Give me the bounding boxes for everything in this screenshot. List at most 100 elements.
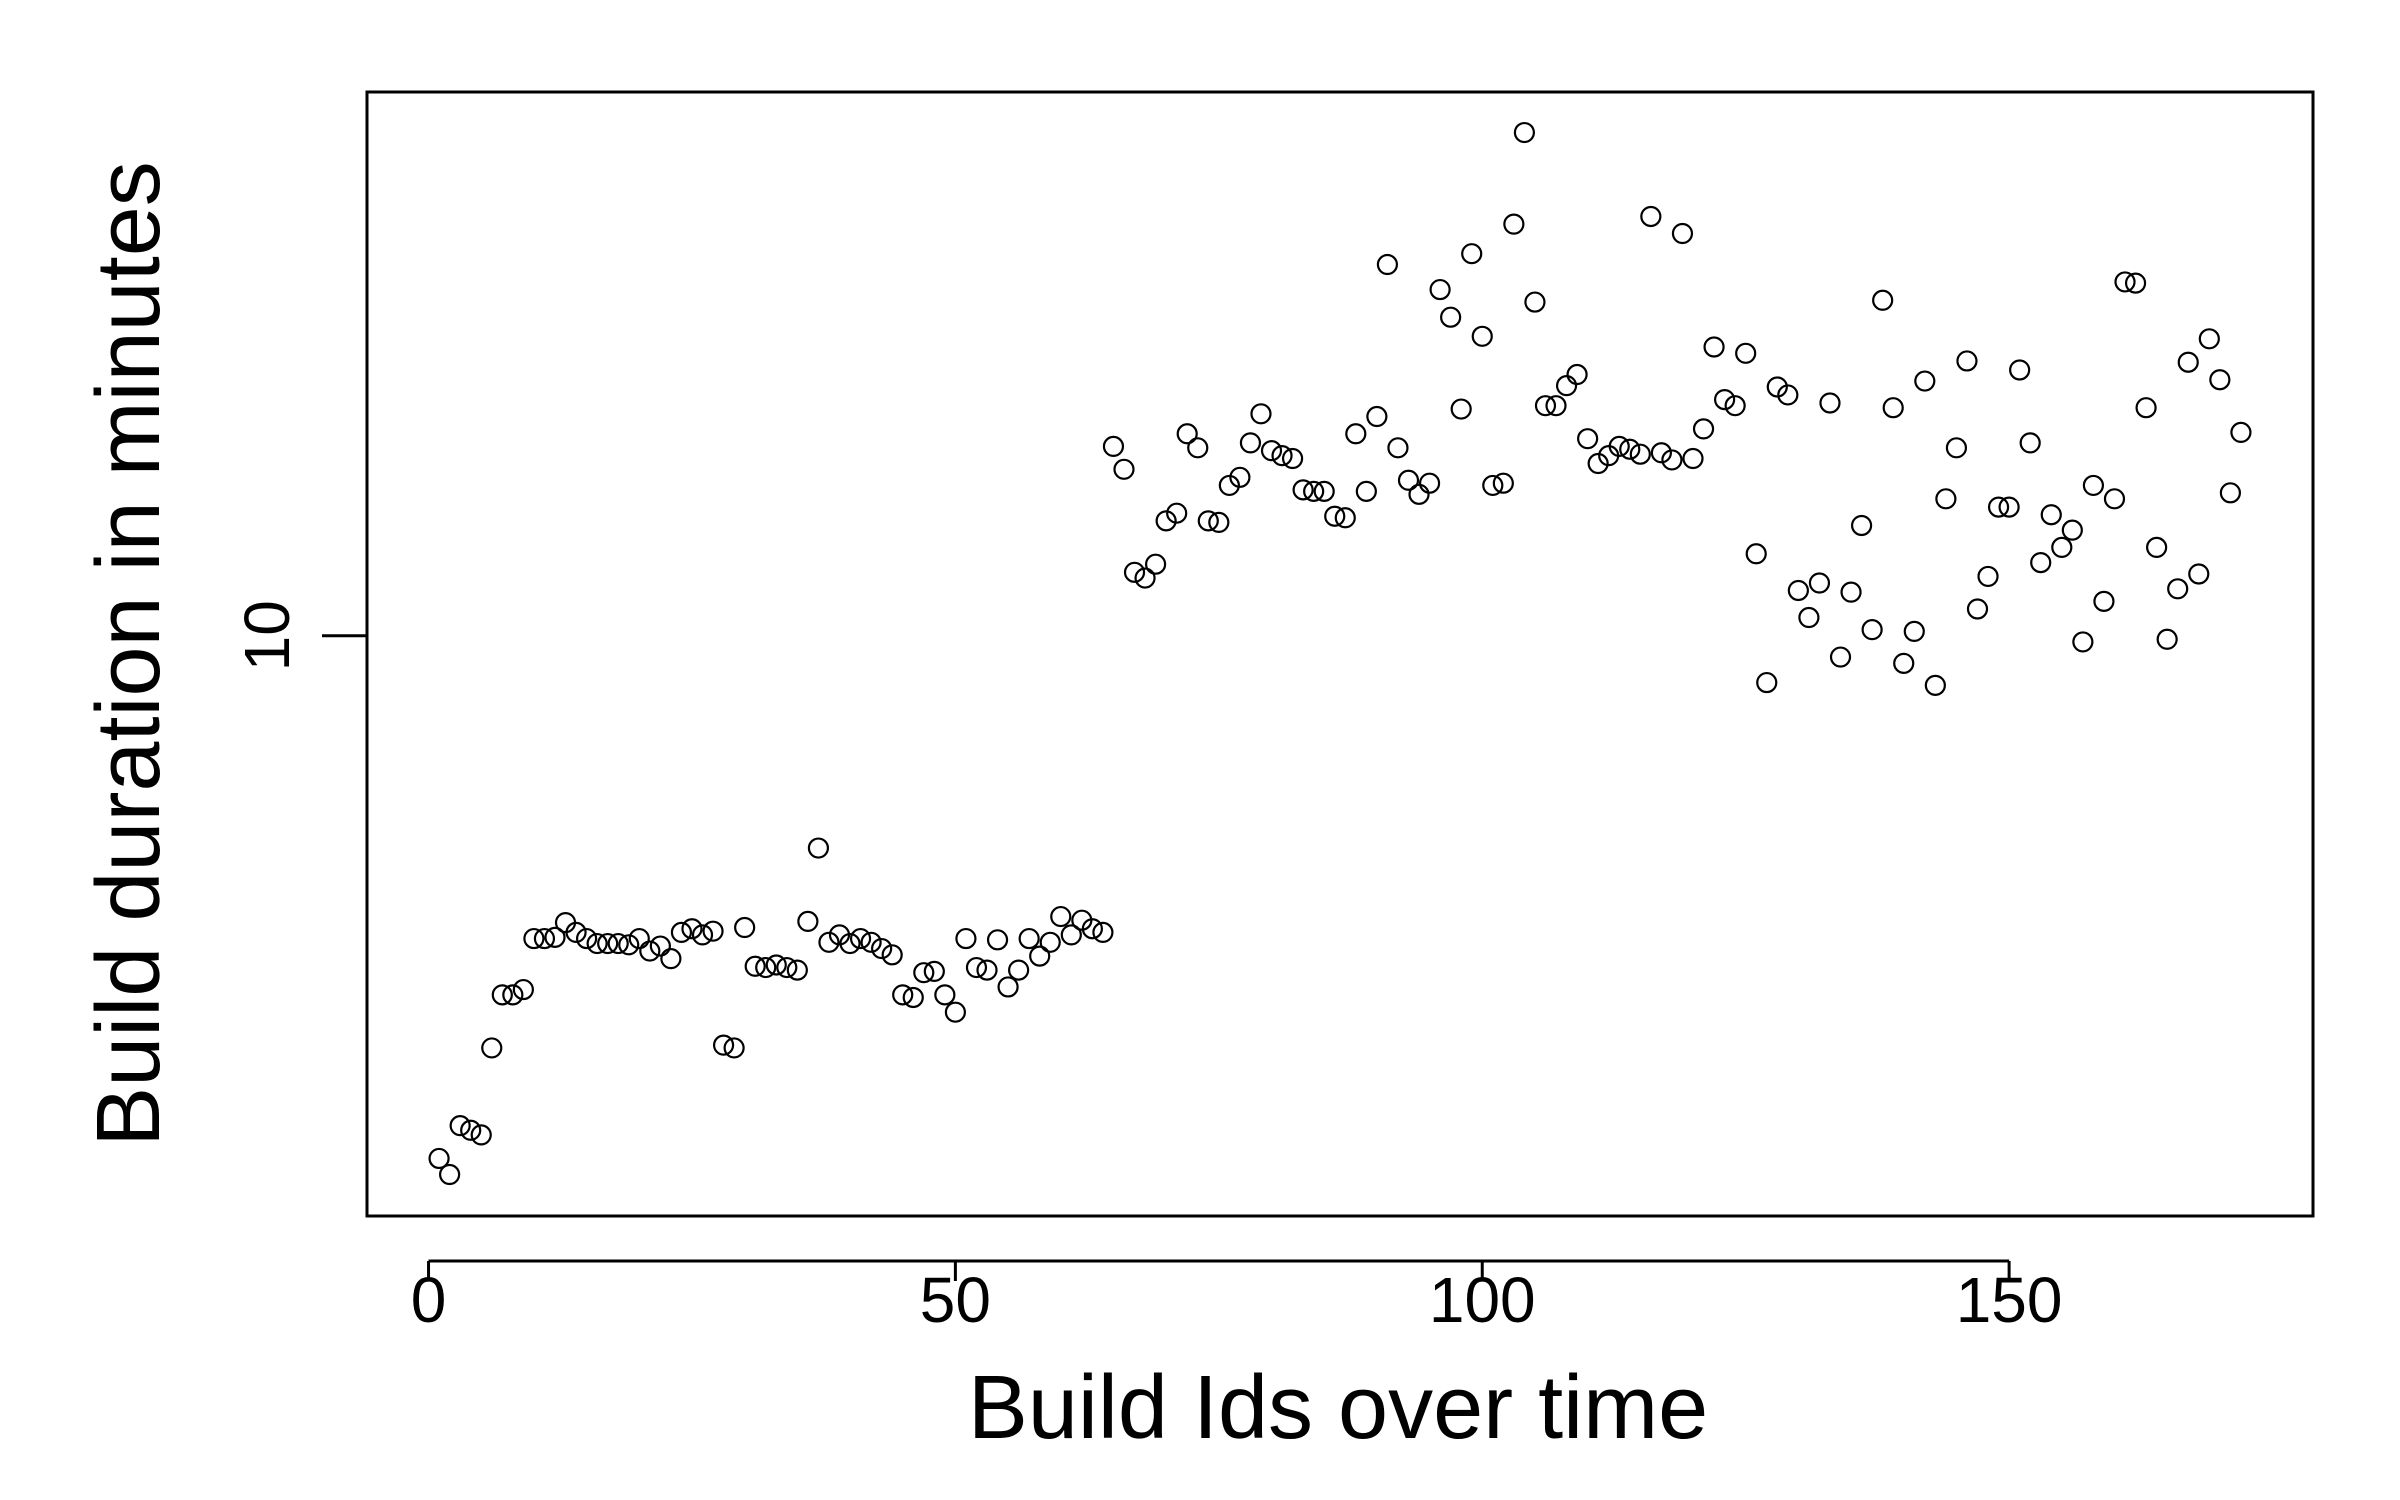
point [1650,442,1672,464]
point [1513,121,1536,144]
point [1166,502,1188,524]
point [1914,370,1936,392]
point [2103,488,2126,510]
point [881,944,903,966]
point [776,956,798,979]
point [965,956,988,979]
point [533,927,556,950]
point [1387,437,1409,459]
point [1092,921,1114,944]
point [1408,483,1430,505]
point [1756,671,1778,694]
point [1682,447,1704,470]
point [1798,606,1820,629]
y-axis-label: Build duration in minutes [79,161,179,1147]
point [1208,511,1230,533]
point [1703,336,1725,358]
point [1008,959,1030,981]
point [1461,243,1483,265]
point [1692,418,1715,440]
point [1471,325,1493,347]
point [1829,646,1852,668]
point [2051,536,2073,559]
point [586,932,608,955]
point [1187,437,1209,459]
point [1903,620,1925,642]
point [1155,510,1177,532]
point [660,948,682,970]
point [1766,376,1788,398]
point [2072,631,2094,653]
point [1671,222,1694,245]
point [2146,536,2168,559]
point [512,978,534,1001]
point [1281,447,1304,470]
x-axis-label: Build Ids over time [968,1358,1708,1458]
point [1144,553,1167,575]
point [955,927,977,950]
point [1577,428,1599,450]
point [755,956,777,979]
point [807,837,830,859]
point [1735,342,1757,364]
point [481,1037,503,1059]
point [2198,328,2220,350]
point [1113,458,1135,480]
point [1450,398,1472,420]
point [1724,395,1746,417]
point [723,1037,745,1059]
point [597,932,619,955]
point [691,924,714,946]
point [1935,488,1957,510]
point [860,931,882,953]
point [449,1115,471,1137]
point [460,1119,482,1141]
point [607,932,629,955]
point [1197,510,1219,532]
point [1324,505,1346,527]
point [439,1163,461,1186]
point [2177,351,2199,373]
point [1661,449,1683,471]
point [1850,514,1873,537]
point [934,984,956,1006]
point [1102,435,1125,458]
x-tick-label: 100 [1429,1264,1536,1336]
point [1345,423,1367,445]
point [565,921,587,944]
point [1524,291,1546,313]
point [2124,272,2147,294]
point [1134,567,1156,589]
point [2061,519,2083,541]
point [1545,395,1567,417]
point [2219,482,2241,504]
point [976,959,998,981]
point [1840,581,1862,603]
point [1018,927,1040,950]
point [2156,628,2178,650]
point [1123,561,1146,583]
point [544,926,566,948]
point [618,934,640,956]
point [1503,213,1525,235]
point [1945,437,1968,459]
point [1334,507,1356,529]
point [639,940,661,962]
point [786,959,808,981]
point [1355,480,1377,502]
point [997,976,1019,998]
point [986,929,1009,951]
point [1366,405,1388,428]
point [1777,384,1799,406]
point [1977,565,1999,588]
y-tick-label: 10 [231,600,303,671]
point [2019,432,2041,454]
point [944,1001,966,1023]
point [849,927,872,950]
point [1787,579,1809,602]
point [428,1147,450,1170]
point [2093,590,2115,612]
point [1492,472,1514,494]
point [2209,369,2231,391]
